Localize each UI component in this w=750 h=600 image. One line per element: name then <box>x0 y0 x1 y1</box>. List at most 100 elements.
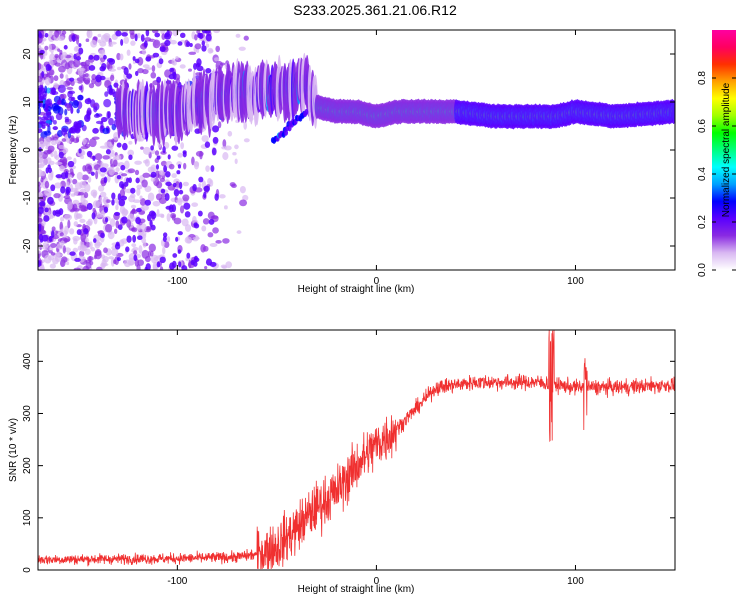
noise-blob <box>111 192 116 200</box>
noise-blob <box>86 202 93 211</box>
noise-blob <box>122 209 129 216</box>
noise-blob <box>242 194 249 201</box>
noise-blob <box>217 121 222 129</box>
noise-blob <box>139 195 143 200</box>
noise-blob <box>163 232 168 238</box>
noise-blob <box>205 33 212 42</box>
noise-blob <box>143 159 149 164</box>
noise-blob <box>243 35 249 41</box>
noise-blob <box>184 236 193 244</box>
noise-blob <box>239 185 246 194</box>
noise-blob <box>123 36 130 44</box>
noise-blob <box>177 249 182 254</box>
noise-blob <box>204 30 211 34</box>
noise-blob <box>160 30 166 35</box>
noise-blob <box>60 216 65 222</box>
noise-blob <box>137 225 141 231</box>
noise-blob <box>46 98 53 107</box>
noise-blob <box>45 167 49 174</box>
noise-blob <box>73 221 78 227</box>
noise-blob <box>134 33 138 42</box>
noise-blob <box>72 247 79 253</box>
noise-blob <box>189 42 193 48</box>
noise-blob <box>184 224 192 232</box>
noise-blob <box>177 152 183 158</box>
noise-blob <box>58 65 66 73</box>
noise-blob <box>163 165 168 173</box>
noise-blob <box>191 202 199 207</box>
spectrogram-ylabel: Frequency (Hz) <box>8 116 19 185</box>
noise-blob <box>126 49 131 56</box>
noise-blob <box>76 108 80 114</box>
noise-blob <box>177 30 182 33</box>
noise-blob <box>132 246 139 252</box>
snr-frame <box>37 329 676 571</box>
noise-blob <box>179 64 186 69</box>
noise-blob <box>120 173 128 177</box>
noise-blob <box>130 204 137 209</box>
noise-blob <box>115 204 119 211</box>
noise-blob <box>114 154 122 161</box>
noise-blob <box>66 156 72 161</box>
noise-blob <box>70 126 74 134</box>
noise-blob <box>66 261 70 266</box>
noise-blob <box>50 87 57 96</box>
noise-blob <box>108 256 115 260</box>
colorbar-ticks: 0.0 0.2 0.4 0.6 0.8 <box>697 71 736 277</box>
noise-blob <box>85 38 90 43</box>
noise-blob <box>156 208 160 218</box>
noise-blob <box>135 207 142 213</box>
noise-blob <box>44 180 50 189</box>
noise-blob <box>143 40 148 48</box>
noise-blob <box>140 223 147 232</box>
snr-ytick-label: 400 <box>22 353 33 370</box>
noise-blob <box>111 248 119 257</box>
noise-blob <box>118 239 125 247</box>
noise-blob <box>182 181 189 187</box>
noise-blob <box>73 237 78 245</box>
noise-blob <box>70 137 75 143</box>
noise-blob <box>150 171 157 178</box>
noise-blob <box>78 148 82 154</box>
noise-blob <box>58 145 65 150</box>
noise-blob <box>181 265 188 270</box>
noise-blob <box>100 117 108 123</box>
noise-blob <box>113 228 118 235</box>
noise-blob <box>48 69 55 76</box>
noise-blob <box>66 104 71 112</box>
noise-blob <box>222 139 227 148</box>
noise-blob <box>84 163 92 172</box>
noise-blob <box>47 196 54 205</box>
noise-blob <box>131 227 136 232</box>
noise-blob <box>57 48 61 52</box>
noise-blob <box>175 56 179 60</box>
noise-blob <box>136 187 141 196</box>
noise-blob <box>139 198 146 206</box>
noise-blob <box>227 130 233 137</box>
noise-blob <box>119 188 126 198</box>
chart-title: S233.2025.361.21.06.R12 <box>293 2 457 18</box>
noise-blob <box>152 39 161 49</box>
noise-blob <box>50 139 57 146</box>
noise-blob <box>92 103 98 107</box>
noise-blob <box>39 95 44 101</box>
noise-blob <box>120 38 124 46</box>
ridge-mark <box>287 125 292 132</box>
noise-blob <box>103 98 112 108</box>
noise-blob <box>192 183 197 192</box>
noise-blob <box>236 230 242 234</box>
noise-blob <box>45 119 52 124</box>
spectrogram-xlabel: Height of straight line (km) <box>298 284 415 295</box>
noise-blob <box>205 43 210 48</box>
ridge-mark <box>304 109 309 116</box>
noise-blob <box>38 128 43 134</box>
noise-blob <box>140 34 145 42</box>
noise-blob <box>229 182 236 187</box>
noise-blob <box>106 58 114 63</box>
noise-blob <box>207 232 214 238</box>
noise-blob <box>182 151 187 158</box>
noise-blob <box>74 125 81 134</box>
noise-blob <box>43 130 52 136</box>
noise-blob <box>65 170 69 179</box>
noise-blob <box>48 30 53 38</box>
